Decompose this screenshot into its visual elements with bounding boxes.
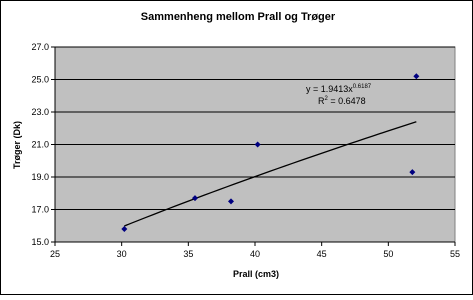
y-tick-label: 21.0 (31, 140, 49, 150)
r-squared: R2 = 0.6478 (318, 96, 366, 106)
x-axis-label: Prall (cm3) (233, 269, 279, 279)
y-tick-label: 25.0 (31, 75, 49, 85)
y-axis-label: Trøger (Dk) (12, 121, 22, 169)
data-point (254, 141, 261, 148)
y-tick-label: 19.0 (31, 172, 49, 182)
r-text: R (318, 96, 325, 106)
x-tick-label: 50 (383, 249, 393, 259)
data-point (409, 169, 416, 176)
x-tick-label: 30 (117, 249, 127, 259)
r-value: = 0.6478 (328, 96, 366, 106)
r-superscript: 2 (325, 96, 329, 102)
equation-text: y = 1.9413x (306, 84, 353, 94)
x-tick-label: 55 (450, 249, 460, 259)
y-tick-label: 17.0 (31, 205, 49, 215)
equation-exponent: 0.6187 (353, 84, 372, 90)
x-tick-label: 35 (183, 249, 193, 259)
y-tick-label: 15.0 (31, 237, 49, 247)
trendline (124, 121, 417, 227)
chart-title: Sammenheng mellom Prall og Trøger (141, 11, 336, 23)
data-point (413, 73, 420, 80)
x-tick-label: 25 (50, 249, 60, 259)
x-tick-label: 45 (317, 249, 327, 259)
y-tick-label: 23.0 (31, 107, 49, 117)
data-point (121, 226, 128, 232)
data-point (192, 195, 198, 202)
trendline-equation: y = 1.9413x0.6187 (306, 84, 372, 94)
y-tick-label: 27.0 (31, 42, 49, 52)
x-tick-label: 40 (250, 249, 260, 259)
data-point (228, 198, 234, 205)
